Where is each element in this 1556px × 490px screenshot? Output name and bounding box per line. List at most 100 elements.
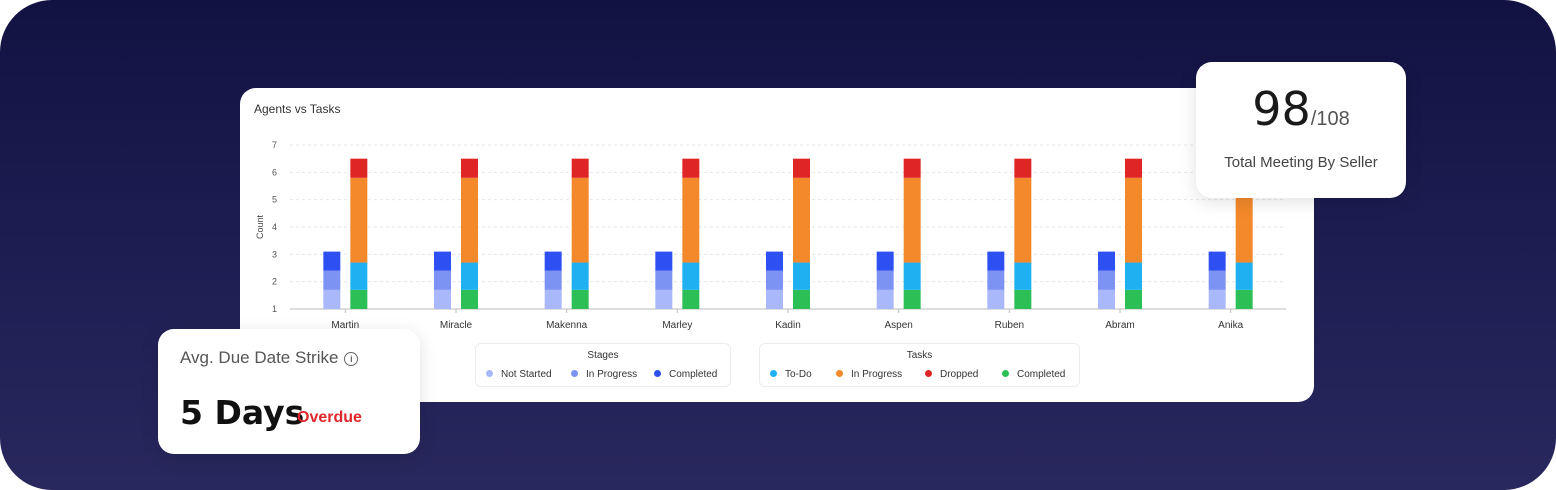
legend-label: Dropped xyxy=(940,369,979,380)
bar-stages-completed xyxy=(987,251,1005,271)
due-date-title: Avg. Due Date Strike i xyxy=(180,348,359,368)
bar-tasks-dropped xyxy=(903,158,921,178)
legend-dot xyxy=(836,370,843,377)
bar-tasks-in-progress xyxy=(571,177,589,263)
bar-tasks-completed xyxy=(350,289,368,309)
bar-tasks-to-do xyxy=(1014,262,1032,290)
bar-stages-in-progress xyxy=(655,270,673,290)
x-tick-label: Makenna xyxy=(546,320,588,331)
bar-tasks-dropped xyxy=(682,158,700,178)
legend-stages: Stages Not Started In Progress Completed xyxy=(475,343,731,387)
bar-tasks-completed xyxy=(1125,289,1142,309)
bar-stages-completed xyxy=(323,251,341,271)
x-tick-label: Martin xyxy=(331,320,359,331)
info-icon[interactable]: i xyxy=(344,352,359,366)
legend-item-not-started[interactable]: Not Started xyxy=(486,369,552,380)
bar-stages-completed xyxy=(434,251,451,271)
bar-tasks-completed xyxy=(1235,289,1253,309)
bar-tasks-to-do xyxy=(793,262,810,290)
legend-dot xyxy=(770,370,777,377)
bar-tasks-to-do xyxy=(682,262,700,290)
y-tick-label: 1 xyxy=(272,304,277,314)
bar-tasks-completed xyxy=(571,289,589,309)
x-tick-label: Marley xyxy=(662,320,692,331)
legend-label: Completed xyxy=(669,369,718,380)
bar-tasks-to-do xyxy=(350,262,368,290)
bar-tasks-in-progress xyxy=(682,177,700,263)
legend-dot xyxy=(1002,370,1009,377)
legend-label: In Progress xyxy=(851,369,903,380)
legend-tasks: Tasks To-Do In Progress Dropped Complete… xyxy=(759,343,1080,387)
bar-tasks-in-progress xyxy=(461,177,478,263)
bar-tasks-dropped xyxy=(350,158,368,178)
chart-title: Agents vs Tasks xyxy=(254,102,341,116)
legend-tasks-title: Tasks xyxy=(906,350,933,361)
y-tick-label: 7 xyxy=(272,140,277,150)
bar-stages-not-started xyxy=(876,289,894,309)
legend-item-completed[interactable]: Completed xyxy=(1002,369,1065,380)
overdue-label: Overdue xyxy=(297,409,362,426)
legend-label: Not Started xyxy=(501,369,552,380)
bar-tasks-dropped xyxy=(1014,158,1032,178)
bar-tasks-completed xyxy=(793,289,810,309)
bar-stages-not-started xyxy=(1098,289,1115,309)
bar-stages-completed xyxy=(655,251,673,271)
meeting-label: Total Meeting By Seller xyxy=(1224,154,1378,171)
bar-stages-not-started xyxy=(434,289,451,309)
legend-item-to-do[interactable]: To-Do xyxy=(770,369,812,380)
bar-tasks-to-do xyxy=(571,262,589,290)
bar-tasks-in-progress xyxy=(1125,177,1142,263)
bar-tasks-dropped xyxy=(793,158,810,178)
x-tick-label: Ruben xyxy=(995,320,1024,331)
bar-tasks-in-progress xyxy=(793,177,810,263)
bar-tasks-completed xyxy=(682,289,700,309)
legend-item-completed[interactable]: Completed xyxy=(654,369,717,380)
bar-stages-not-started xyxy=(655,289,673,309)
bar-stages-in-progress xyxy=(323,270,341,290)
bar-tasks-dropped xyxy=(461,158,478,178)
agents-vs-tasks-chart: 1 2 3 4 5 6 7 Count Martin Miracle Makenna Marley Ka… xyxy=(255,140,1286,331)
meeting-value: 98 xyxy=(1252,82,1311,136)
meeting-total: /108 xyxy=(1310,108,1350,130)
x-tick-label: Anika xyxy=(1218,320,1243,331)
bar-stages-in-progress xyxy=(987,270,1005,290)
legend-item-in-progress[interactable]: In Progress xyxy=(836,369,902,380)
bar-stages-in-progress xyxy=(1208,270,1226,290)
meeting-count: 98/108 xyxy=(1196,82,1406,136)
bar-tasks-completed xyxy=(461,289,478,309)
bar-tasks-in-progress xyxy=(1235,177,1253,263)
legend-dot xyxy=(486,370,493,377)
legend-label: In Progress xyxy=(586,369,638,380)
bar-stages-in-progress xyxy=(1098,270,1115,290)
total-meeting-card: 98/108 Total Meeting By Seller xyxy=(1196,62,1406,198)
legend-item-in-progress[interactable]: In Progress xyxy=(571,369,637,380)
y-axis-label: Count xyxy=(255,215,265,240)
y-tick-label: 4 xyxy=(272,222,277,232)
y-tick-label: 2 xyxy=(272,277,277,287)
x-tick-label: Miracle xyxy=(440,320,473,331)
bar-tasks-to-do xyxy=(903,262,921,290)
due-date-title-text: Avg. Due Date Strike xyxy=(180,348,339,367)
bar-tasks-in-progress xyxy=(1014,177,1032,263)
bar-stages-not-started xyxy=(766,289,783,309)
legend-item-dropped[interactable]: Dropped xyxy=(925,369,978,380)
bar-tasks-in-progress xyxy=(903,177,921,263)
due-date-value: 5 Days xyxy=(180,393,305,432)
legend-dot xyxy=(654,370,661,377)
bar-tasks-to-do xyxy=(1235,262,1253,290)
x-tick-label: Kadin xyxy=(775,320,801,331)
bar-stages-completed xyxy=(1208,251,1226,271)
legend-label: To-Do xyxy=(785,369,812,380)
bar-tasks-to-do xyxy=(461,262,478,290)
y-tick-label: 3 xyxy=(272,249,277,259)
bar-stages-completed xyxy=(766,251,783,271)
bar-tasks-completed xyxy=(903,289,921,309)
x-tick-label: Aspen xyxy=(884,320,912,331)
due-date-strike-card: Avg. Due Date Strike i 5 Days Overdue xyxy=(158,329,420,454)
x-tick-label: Abram xyxy=(1105,320,1134,331)
bar-stages-not-started xyxy=(544,289,562,309)
legend-label: Completed xyxy=(1017,369,1066,380)
bar-tasks-completed xyxy=(1014,289,1032,309)
legend-dot xyxy=(925,370,932,377)
